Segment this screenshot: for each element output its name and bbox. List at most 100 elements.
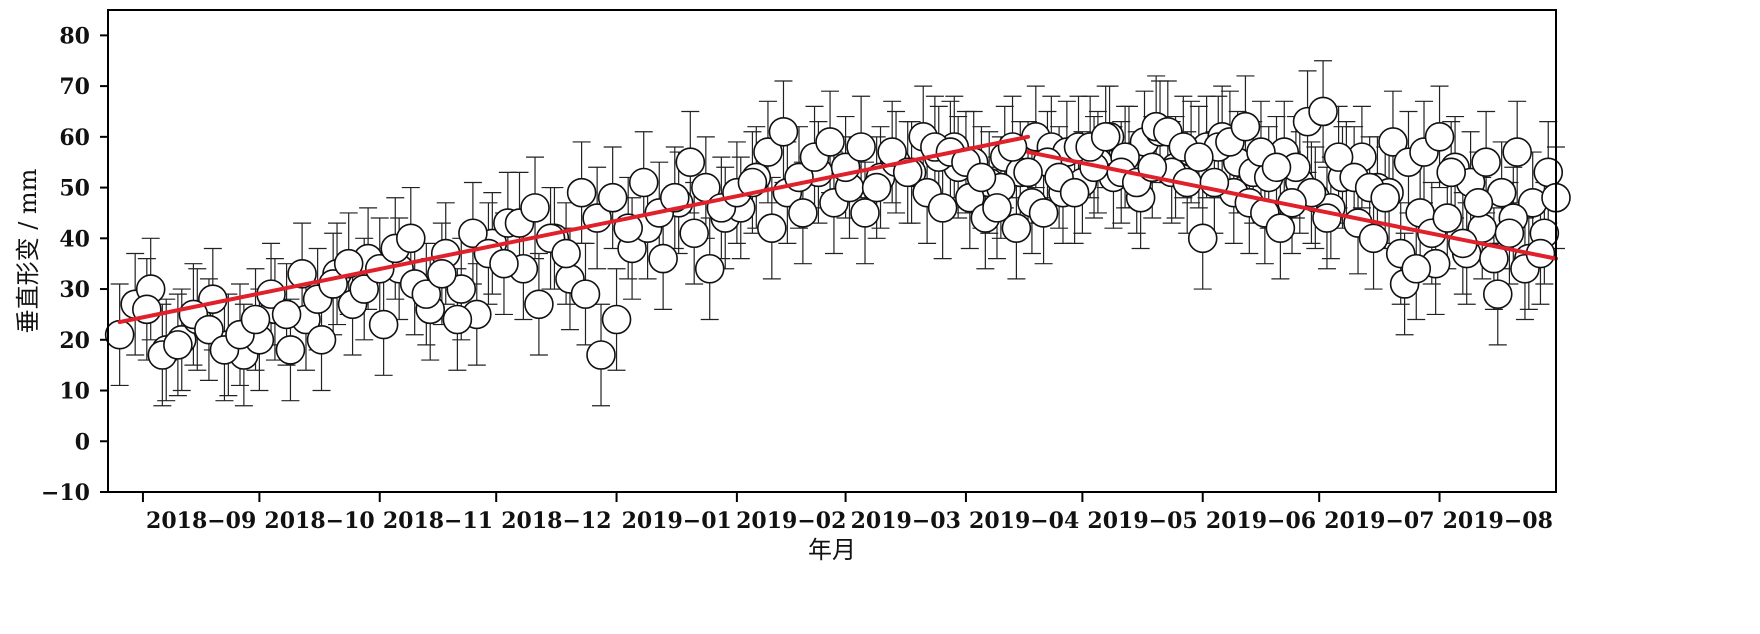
data-point <box>1471 147 1501 178</box>
x-tick-label: 2019−03 <box>851 508 961 534</box>
y-tick-label: 70 <box>59 74 90 100</box>
data-point <box>1090 122 1121 152</box>
data-point <box>982 193 1012 223</box>
x-axis-title: 年月 <box>808 536 856 564</box>
data-point <box>566 177 597 208</box>
data-point <box>1432 203 1463 233</box>
data-point <box>368 309 399 340</box>
data-point <box>846 132 876 162</box>
x-tick-label: 2018−11 <box>383 508 493 534</box>
data-point <box>1312 203 1342 233</box>
y-tick-label: 20 <box>59 328 90 354</box>
data-point <box>659 182 690 213</box>
data-point <box>927 193 958 223</box>
data-point <box>966 162 997 193</box>
data-point <box>524 289 554 320</box>
data-point <box>1370 182 1400 213</box>
data-point <box>1533 157 1564 188</box>
data-point <box>570 279 601 309</box>
data-point <box>753 137 783 167</box>
data-point <box>411 279 442 309</box>
data-point <box>1358 223 1389 254</box>
x-tick-label: 2018−09 <box>146 508 256 534</box>
data-point <box>1028 198 1059 228</box>
x-tick-label: 2018−12 <box>501 508 611 534</box>
data-points <box>104 96 1571 370</box>
trend-lines <box>117 134 1558 325</box>
data-point <box>104 319 135 350</box>
data-point <box>788 198 818 228</box>
data-point <box>1265 213 1296 243</box>
y-axis-title: 垂直形变 / mm <box>14 168 42 333</box>
data-point <box>271 299 302 330</box>
data-point <box>1378 127 1408 157</box>
data-point <box>427 259 457 289</box>
data-point <box>628 167 659 198</box>
data-point <box>163 330 193 360</box>
y-tick-label: 50 <box>59 176 90 202</box>
data-point <box>1401 253 1432 284</box>
data-point <box>1013 157 1043 188</box>
x-tick-label: 2018−10 <box>264 508 374 534</box>
data-point <box>1323 142 1354 172</box>
data-point <box>892 157 923 188</box>
data-point <box>1482 279 1513 309</box>
data-point <box>694 253 725 284</box>
data-point <box>586 340 616 370</box>
data-point <box>861 172 892 203</box>
data-point <box>1436 157 1466 188</box>
data-point <box>275 335 306 365</box>
data-point <box>1001 213 1032 243</box>
x-tick-label: 2019−06 <box>1206 508 1316 534</box>
x-tick-label: 2019−05 <box>1087 508 1197 534</box>
x-tick-label: 2019−01 <box>622 508 732 534</box>
data-point <box>349 274 380 304</box>
data-point <box>1463 188 1494 218</box>
data-point <box>1230 111 1261 142</box>
data-point <box>551 238 581 269</box>
data-point <box>489 248 519 279</box>
data-point <box>442 304 473 335</box>
trend-line <box>117 134 1031 325</box>
data-point <box>287 259 317 289</box>
data-point <box>597 182 628 213</box>
x-tick-label: 2019−07 <box>1324 508 1434 534</box>
y-tick-label: 80 <box>59 23 90 49</box>
data-point <box>306 324 337 355</box>
data-point <box>1308 96 1338 127</box>
data-point <box>1424 122 1455 152</box>
x-tick-label: 2019−04 <box>969 508 1079 534</box>
data-point <box>333 248 364 279</box>
data-point <box>520 193 550 223</box>
x-tick-label: 2019−08 <box>1443 508 1553 534</box>
data-point <box>1502 137 1532 167</box>
data-point <box>648 243 678 274</box>
data-point <box>815 127 845 157</box>
y-axis-ticks: −10 0 10 20 30 40 50 60 70 80 <box>41 23 108 506</box>
data-point <box>458 218 488 249</box>
trend-line <box>1026 150 1558 261</box>
error-bars <box>110 60 1565 407</box>
x-tick-label: 2019−02 <box>736 508 846 534</box>
data-point <box>446 274 477 304</box>
x-axis-ticks: 2018−09 2018−10 2018−11 2018−12 2019−01 2019−… <box>141 492 1553 534</box>
data-point <box>768 116 799 147</box>
y-tick-label: 10 <box>59 379 90 405</box>
data-point <box>737 167 768 198</box>
data-point <box>240 304 271 335</box>
data-point <box>601 304 632 335</box>
data-point <box>1187 223 1218 254</box>
plot-frame <box>107 9 1557 493</box>
data-point <box>194 314 224 345</box>
data-point <box>1059 177 1090 208</box>
y-tick-label: −10 <box>41 480 90 506</box>
data-point <box>395 223 426 254</box>
y-tick-label: 30 <box>59 277 90 303</box>
y-tick-label: 0 <box>75 429 90 455</box>
data-point <box>1184 142 1214 172</box>
data-point <box>1261 152 1292 183</box>
data-point <box>850 198 880 228</box>
data-point <box>679 218 709 249</box>
